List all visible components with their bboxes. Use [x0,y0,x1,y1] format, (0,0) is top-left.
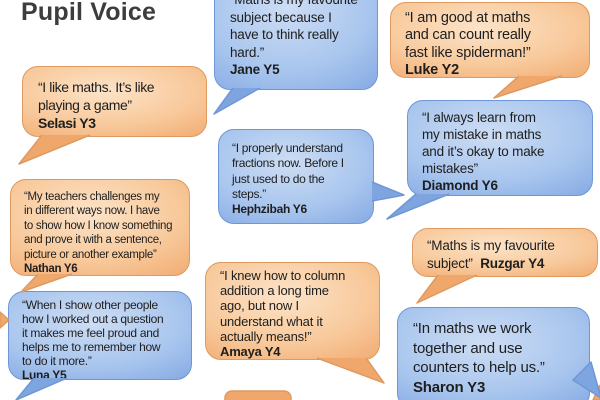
pupil-name: Selasi Y3 [38,115,96,132]
speech-bubble-diamond: “I always learn from my mistake in maths… [407,100,593,196]
quote-text: “My teachers challenges my in different … [24,191,173,261]
jane-bubble-tail [213,87,261,115]
quote-text: “In maths we work together and use count… [413,320,545,376]
quote-text: “Maths is my favourite subject because I… [230,0,358,60]
diamond-bubble-tail [386,193,450,220]
quote-text: “I properly understand fractions now. Be… [232,141,344,202]
quote-text: “Maths is my favourite subject” [427,238,555,271]
speech-bubble-jane: “Maths is my favourite subject because I… [214,0,378,90]
quote-text: “I always learn from my mistake in maths… [422,110,545,176]
pupil-name: Nathan Y6 [24,262,78,275]
quote-text: “I like maths. It’s like playing a game” [38,79,155,114]
cutoff-orange-fragment [592,384,600,400]
quote-text: “I knew how to column addition a long ti… [220,268,346,344]
pupil-name: Diamond Y6 [422,177,498,193]
pupil-name: Luke Y2 [405,62,459,79]
speech-bubble-ruzgar: “Maths is my favourite subject” Ruzgar Y… [412,228,598,277]
hephzibah-bubble-tail [371,181,405,202]
speech-bubble-hephzibah: “I properly understand fractions now. Be… [218,129,374,224]
speech-bubble-selasi: “I like maths. It’s like playing a game”… [22,66,207,137]
pupil-name: Ruzgar Y4 [480,255,545,271]
amaya-bubble-tail [316,357,385,384]
page-title: Pupil Voice [21,0,157,26]
selasi-bubble-tail [18,134,91,165]
quote-text: “I am good at maths and can count really… [405,10,531,61]
pupil-name: Jane Y5 [230,62,280,78]
pupil-name: Sharon Y3 [413,378,486,396]
speech-bubble-luke: “I am good at maths and can count really… [390,2,590,78]
pupil-name: Hephzibah Y6 [232,202,307,217]
quote-text: “When I show other people how I worked o… [22,298,164,369]
ruzgar-bubble-tail [416,274,478,304]
speech-bubble-luna: “When I show other people how I worked o… [8,291,192,383]
cutoff-bubble-fragment [224,390,292,400]
pupil-name: Luna Y5 [22,368,67,383]
speech-bubble-nathan: “My teachers challenges my in different … [10,179,190,276]
speech-bubble-sharon: “In maths we work together and use count… [397,307,590,400]
pupil-name: Amaya Y4 [220,344,281,360]
nathan-bubble-tail [20,273,73,293]
speech-bubble-amaya: “I knew how to column addition a long ti… [205,262,380,360]
